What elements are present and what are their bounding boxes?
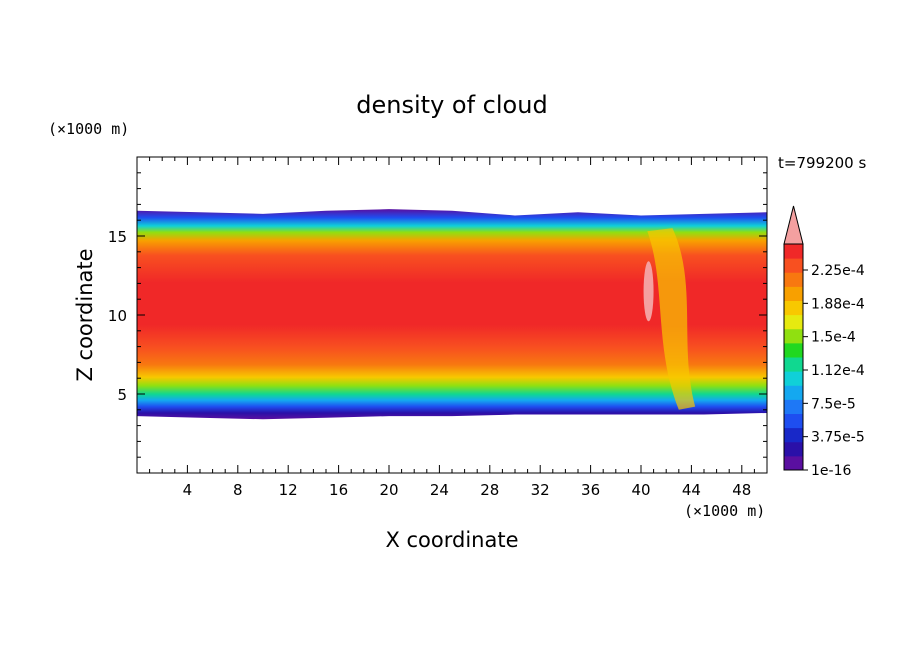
y-axis-label: Z coordinate [73,248,97,381]
x-tick-label: 12 [279,481,298,499]
colorbar-swatch [784,272,803,287]
x-tick-label: 44 [682,481,701,499]
x-tick-label: 24 [430,481,449,499]
colorbar-label: 7.5e-5 [811,396,856,412]
colorbar-swatch [784,427,803,443]
peak-density-region [643,261,654,322]
colorbar-swatch [784,441,803,457]
x-tick-label: 36 [581,481,600,499]
x-tick-label: 8 [233,481,243,499]
x-tick-label: 40 [631,481,650,499]
colorbar-swatch [784,455,803,471]
colorbar: 2.25e-4 1.88e-4 1.5e-4 1.12e-4 7.5e-5 3.75e-5… [783,205,865,479]
colorbar-swatch [784,258,803,273]
x-unit-label: (×1000 m) [684,502,765,520]
colorbar-label: 1.88e-4 [811,296,865,312]
x-tick-label: 4 [183,481,193,499]
x-axis-ticks: 4 8 12 16 20 24 28 32 36 40 44 48 [149,157,755,499]
x-tick-label: 20 [379,481,398,499]
colorbar-label: 1.12e-4 [811,363,865,379]
colorbar-swatch [784,286,803,301]
colorbar-swatch [784,413,803,429]
x-tick-label: 32 [531,481,550,499]
time-label: t=799200 s [778,154,866,172]
y-tick-label: 10 [108,307,127,325]
y-axis-ticks: 5 10 15 [108,172,767,458]
colorbar-label: 1.5e-4 [811,330,856,346]
x-tick-label: 28 [480,481,499,499]
colorbar-swatch [784,371,803,386]
x-axis-label: X coordinate [385,528,518,552]
y-tick-label: 5 [117,386,127,404]
colorbar-label: 3.75e-5 [811,430,865,446]
x-tick-label: 48 [732,481,751,499]
colorbar-swatch [784,399,803,414]
colorbar-swatch [784,300,803,316]
y-unit-label: (×1000 m) [48,120,129,138]
colorbar-swatch [784,342,803,358]
chart-title: density of cloud [356,91,547,119]
colorbar-swatch [784,385,803,400]
colorbar-label: 1e-16 [811,463,851,479]
cloud-layer-band [137,209,767,420]
colorbar-swatch [784,314,803,330]
plume-feature [647,228,696,410]
colorbar-swatch [784,328,803,344]
x-tick-label: 16 [329,481,348,499]
colorbar-swatch [784,357,803,372]
cloud-density-field [137,209,767,420]
colorbar-label: 2.25e-4 [811,263,865,279]
y-tick-label: 15 [108,228,127,246]
colorbar-swatch [784,244,803,259]
colorbar-extend-arrow [783,205,804,245]
